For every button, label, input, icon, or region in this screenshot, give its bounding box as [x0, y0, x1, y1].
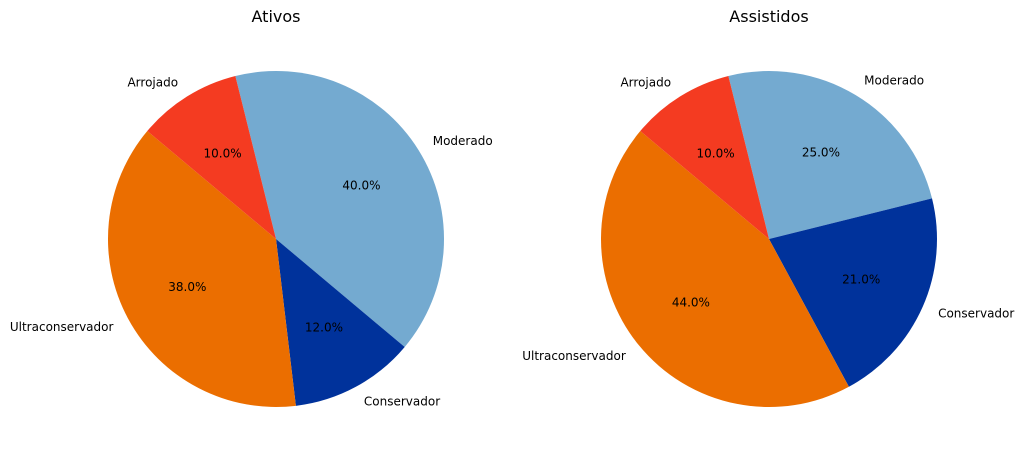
pie-percent-label-ativos-arrojado: 10.0%	[204, 147, 242, 161]
pie-category-label-assistidos-conservador: Conservador	[938, 307, 1014, 321]
pie-slice-assistidos-ultraconservador	[600, 131, 849, 407]
pie-slice-assistidos-arrojado	[640, 75, 769, 240]
pie-percent-label-ativos-ultraconservador: 38.0%	[168, 280, 206, 294]
pie-slice-assistidos-moderado	[728, 71, 933, 240]
pie-percent-label-assistidos-moderado: 25.0%	[802, 146, 840, 160]
chart-title-ativos: Ativos	[252, 7, 301, 26]
pie-percent-label-ativos-moderado: 40.0%	[342, 179, 380, 193]
ativos-pie-chart: Ativos 40.0% Moderado 12.0% Conservador 38.0…	[10, 7, 493, 409]
pie-category-label-ativos-conservador: Conservador	[364, 395, 440, 409]
pie-category-label-assistidos-ultraconservador: Ultraconservador	[522, 349, 626, 363]
pie-percent-label-ativos-conservador: 12.0%	[305, 321, 343, 335]
pie-percent-label-assistidos-conservador: 21.0%	[842, 273, 880, 287]
pie-category-label-ativos-ultraconservador: Ultraconservador	[10, 320, 114, 334]
pie-percent-label-assistidos-ultraconservador: 44.0%	[672, 296, 710, 310]
pie-slice-ativos-moderado	[235, 70, 445, 347]
pie-slice-ativos-arrojado	[147, 75, 276, 240]
pie-category-label-assistidos-arrojado: Arrojado	[620, 75, 671, 89]
pie-category-label-assistidos-moderado: Moderado	[864, 74, 924, 88]
assistidos-pie-chart: Assistidos 25.0% Moderado 21.0% Conservador…	[522, 7, 1014, 407]
chart-title-assistidos: Assistidos	[729, 7, 808, 26]
pie-category-label-ativos-moderado: Moderado	[433, 134, 493, 148]
pie-slice-assistidos-conservador	[769, 198, 937, 387]
pie-slice-ativos-ultraconservador	[107, 131, 296, 408]
pie-category-label-ativos-arrojado: Arrojado	[127, 75, 178, 89]
pie-percent-label-assistidos-arrojado: 10.0%	[697, 147, 735, 161]
pie-slice-ativos-conservador	[276, 239, 405, 406]
